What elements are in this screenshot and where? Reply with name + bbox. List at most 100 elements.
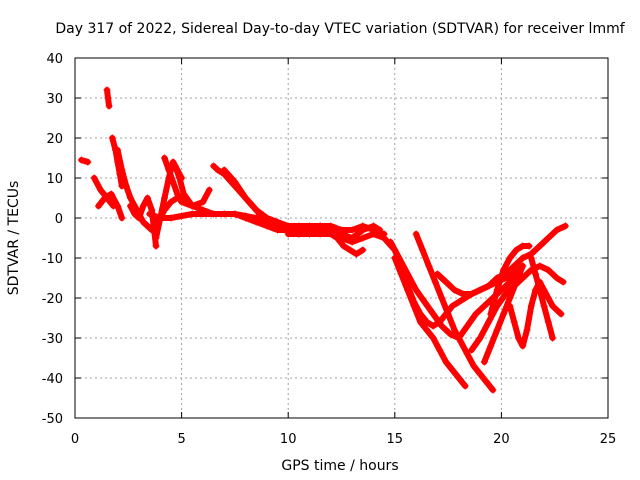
series-line <box>161 155 213 209</box>
data-point-marker <box>532 270 540 278</box>
series-arc-1 <box>77 156 92 166</box>
data-point-marker <box>423 326 431 334</box>
data-point-marker <box>559 278 567 286</box>
data-point-marker <box>493 286 501 294</box>
data-point-marker <box>549 334 557 342</box>
x-tick-label: 5 <box>177 432 185 447</box>
data-point-marker <box>485 318 493 326</box>
data-point-marker <box>500 266 508 274</box>
data-point-marker <box>84 158 92 166</box>
y-tick-label: -10 <box>42 252 63 267</box>
series-arc-20 <box>433 262 527 298</box>
data-point-marker <box>143 194 151 202</box>
data-point-marker <box>431 278 439 286</box>
data-point-marker <box>423 318 431 326</box>
data-point-marker <box>429 310 437 318</box>
data-point-marker <box>348 238 356 246</box>
data-point-marker <box>359 226 367 234</box>
y-tick-label: 30 <box>46 92 63 107</box>
data-point-marker <box>519 262 527 270</box>
data-point-marker <box>340 242 348 250</box>
data-point-marker <box>480 358 488 366</box>
data-point-marker <box>553 274 561 282</box>
data-point-marker <box>242 214 250 222</box>
data-point-marker <box>404 270 412 278</box>
data-point-marker <box>214 166 222 174</box>
data-point-marker <box>461 382 469 390</box>
data-point-marker <box>476 370 484 378</box>
data-point-marker <box>380 234 388 242</box>
data-point-marker <box>114 202 122 210</box>
y-tick-label: -20 <box>42 292 63 307</box>
data-point-marker <box>523 326 531 334</box>
data-point-marker <box>519 254 527 262</box>
data-point-marker <box>284 230 292 238</box>
data-point-marker <box>514 334 522 342</box>
data-point-marker <box>231 178 239 186</box>
data-point-marker <box>165 166 173 174</box>
data-point-marker <box>77 156 85 164</box>
data-point-marker <box>139 202 147 210</box>
y-tick-label: -50 <box>42 412 63 427</box>
data-point-marker <box>284 222 292 230</box>
data-point-marker <box>544 234 552 242</box>
data-point-marker <box>459 290 467 298</box>
series-line <box>528 255 556 341</box>
data-point-marker <box>553 226 561 234</box>
grid <box>75 58 608 418</box>
data-point-marker <box>369 230 377 238</box>
data-point-marker <box>199 210 207 218</box>
data-point-marker <box>210 162 218 170</box>
series-line <box>91 175 117 209</box>
data-point-marker <box>444 310 452 318</box>
data-point-marker <box>506 254 514 262</box>
data-point-marker <box>295 230 303 238</box>
data-point-marker <box>122 182 130 190</box>
data-point-marker <box>205 186 213 194</box>
data-point-marker <box>97 186 105 194</box>
data-point-marker <box>346 246 354 254</box>
data-point-marker <box>114 146 122 154</box>
data-point-marker <box>118 166 126 174</box>
data-point-marker <box>419 246 427 254</box>
data-point-marker <box>156 214 164 222</box>
data-point-marker <box>252 218 260 226</box>
data-point-marker <box>442 358 450 366</box>
data-point-marker <box>557 310 565 318</box>
y-axis-label: SDTVAR / TECUs <box>6 181 22 296</box>
data-point-marker <box>429 322 437 330</box>
data-point-marker <box>118 214 126 222</box>
data-point-marker <box>500 310 508 318</box>
data-point-marker <box>161 194 169 202</box>
y-tick-label: 10 <box>46 172 63 187</box>
data-point-marker <box>468 346 476 354</box>
data-point-marker <box>167 214 175 222</box>
data-point-marker <box>482 378 490 386</box>
data-point-marker <box>433 270 441 278</box>
series-line <box>391 255 469 389</box>
data-point-marker <box>410 302 418 310</box>
data-point-marker <box>487 342 495 350</box>
data-point-marker <box>489 386 497 394</box>
data-point-marker <box>126 202 134 210</box>
data-point-marker <box>527 302 535 310</box>
data-point-marker <box>506 294 514 302</box>
data-point-marker <box>252 206 260 214</box>
data-point-marker <box>178 198 186 206</box>
data-point-marker <box>108 134 116 142</box>
data-point-marker <box>438 294 446 302</box>
data-point-marker <box>421 298 429 306</box>
data-point-marker <box>544 266 552 274</box>
data-point-marker <box>544 294 552 302</box>
series-line <box>221 167 383 241</box>
data-point-marker <box>139 218 147 226</box>
data-layer <box>77 86 569 394</box>
data-point-marker <box>316 222 324 230</box>
data-point-marker <box>178 212 186 220</box>
plot-frame <box>74 57 609 419</box>
data-point-marker <box>135 214 143 222</box>
series-arc-15 <box>327 230 367 258</box>
axis-ticks: 0 5 10 15 20 25 -50 -40 -30 -20 -10 0 10 20 30 40 <box>42 52 617 447</box>
data-point-marker <box>536 242 544 250</box>
